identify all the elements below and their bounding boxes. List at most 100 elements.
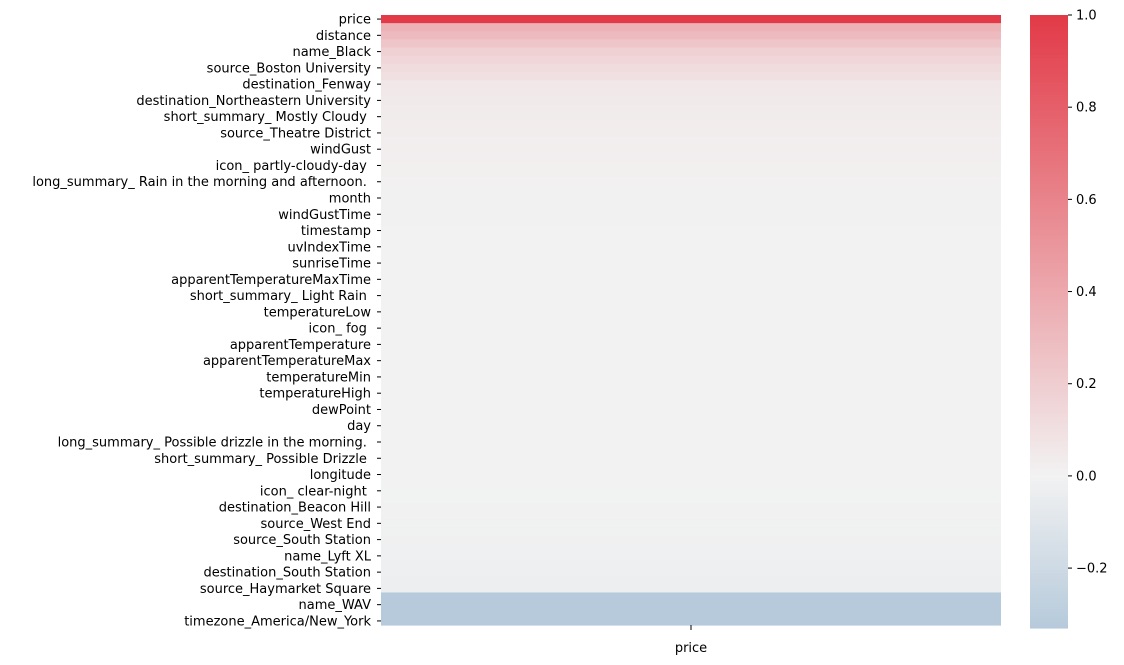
heatmap-cell [381, 259, 1001, 268]
colorbar-segment [1030, 514, 1068, 519]
colorbar-segment [1030, 483, 1068, 488]
colorbar-segment [1030, 364, 1068, 369]
y-tick-label: temperatureHigh [259, 387, 371, 402]
colorbar-tick-label: 0.6 [1076, 193, 1097, 208]
colorbar-segment [1030, 134, 1068, 139]
colorbar-segment [1030, 349, 1068, 353]
colorbar-segment [1030, 569, 1068, 574]
colorbar-segment [1030, 358, 1068, 362]
heatmap-cell [381, 454, 1001, 463]
colorbar-segment [1030, 505, 1068, 510]
colorbar-segment [1030, 146, 1068, 151]
colorbar-segment [1030, 471, 1068, 476]
y-tick-label: short_summary_ Possible Drizzle [154, 452, 371, 467]
heatmap-cell [381, 324, 1001, 333]
colorbar-segment [1030, 251, 1068, 255]
colorbar-segment [1030, 257, 1068, 261]
colorbar-tick-label: 0.0 [1076, 469, 1097, 484]
colorbar-segment [1030, 217, 1068, 221]
heatmap-cell [381, 381, 1001, 390]
y-tick-label: source_Theatre District [220, 126, 371, 141]
heatmap-cell [381, 153, 1001, 162]
colorbar-segment [1030, 560, 1068, 565]
colorbar-segment [1030, 391, 1068, 396]
colorbar-segment [1030, 36, 1068, 41]
colorbar-segment [1030, 355, 1068, 359]
y-tick-label: temperatureMin [266, 370, 371, 385]
heatmap-cell [381, 462, 1001, 472]
y-tick-label: apparentTemperature [230, 338, 371, 353]
colorbar-segment [1030, 306, 1068, 310]
colorbar-segment [1030, 60, 1068, 65]
colorbar-segment [1030, 496, 1068, 500]
y-tick-label: month [329, 192, 371, 207]
colorbar-segment [1030, 281, 1068, 286]
colorbar-segment [1030, 309, 1068, 313]
colorbar-segment [1030, 618, 1068, 623]
heatmap-cell [381, 584, 1001, 594]
colorbar-segment [1030, 128, 1068, 133]
colorbar-segment [1030, 165, 1068, 169]
colorbar-segment [1030, 97, 1068, 102]
heatmap-cell [381, 437, 1001, 447]
y-tick-label: source_West End [261, 517, 371, 532]
colorbar-segment [1030, 413, 1068, 418]
colorbar-segment [1030, 563, 1068, 568]
colorbar-segment [1030, 88, 1068, 93]
colorbar-segment [1030, 254, 1068, 258]
colorbar-segment [1030, 597, 1068, 602]
colorbar-segment [1030, 462, 1068, 467]
heatmap-cell [381, 234, 1001, 244]
y-tick-label: destination_Beacon Hill [219, 501, 371, 516]
y-tick-label: day [347, 419, 371, 434]
y-tick-label: short_summary_ Mostly Cloudy [164, 110, 371, 125]
colorbar-segment [1030, 214, 1068, 218]
colorbar-segment [1030, 591, 1068, 595]
colorbar-segment [1030, 578, 1068, 583]
colorbar-segment [1030, 352, 1068, 356]
heatmap-cell [381, 47, 1001, 57]
heatmap-cell [381, 527, 1001, 537]
colorbar-segment [1030, 137, 1068, 142]
colorbar-segment [1030, 189, 1068, 194]
colorbar-segment [1030, 140, 1068, 145]
colorbar-segment [1030, 159, 1068, 163]
colorbar-segment [1030, 287, 1068, 292]
heatmap-cell [381, 348, 1001, 358]
y-tick-label: apparentTemperatureMax [203, 354, 371, 369]
colorbar-segment [1030, 422, 1068, 427]
colorbar-segment [1030, 244, 1068, 249]
y-tick-label: icon_ fog [309, 322, 372, 337]
y-tick-label: icon_ clear-night [260, 484, 371, 499]
heatmap-cell [381, 421, 1001, 431]
colorbar-segment [1030, 67, 1068, 71]
colorbar-segment [1030, 180, 1068, 185]
y-tick-label: windGustTime [278, 208, 371, 223]
colorbar-segment [1030, 330, 1068, 335]
y-tick-label: timestamp [301, 224, 371, 239]
heatmap-cell [381, 15, 1001, 24]
colorbar-segment [1030, 85, 1068, 90]
colorbar-segment [1030, 336, 1068, 341]
y-tick-label: destination_Northeastern University [136, 94, 371, 109]
colorbar-segment [1030, 131, 1068, 136]
colorbar-segment [1030, 566, 1068, 571]
colorbar-segment [1030, 106, 1068, 111]
heatmap-cell [381, 120, 1001, 130]
heatmap-cell [381, 356, 1001, 366]
heatmap-cell [381, 88, 1001, 97]
colorbar-segment [1030, 523, 1068, 528]
heatmap-cell [381, 543, 1001, 553]
colorbar-segment [1030, 431, 1068, 436]
heatmap-cell [381, 511, 1001, 520]
x-tick-label: price [675, 641, 707, 656]
colorbar-segment [1030, 241, 1068, 246]
heatmap-cell [381, 145, 1001, 154]
heatmap-cell [381, 519, 1001, 528]
colorbar-segment [1030, 42, 1068, 47]
heatmap-cell [381, 332, 1001, 341]
colorbar-segment [1030, 70, 1068, 74]
colorbar-segment [1030, 315, 1068, 320]
y-tick-label: distance [316, 29, 371, 44]
heatmap-cell [381, 389, 1001, 398]
